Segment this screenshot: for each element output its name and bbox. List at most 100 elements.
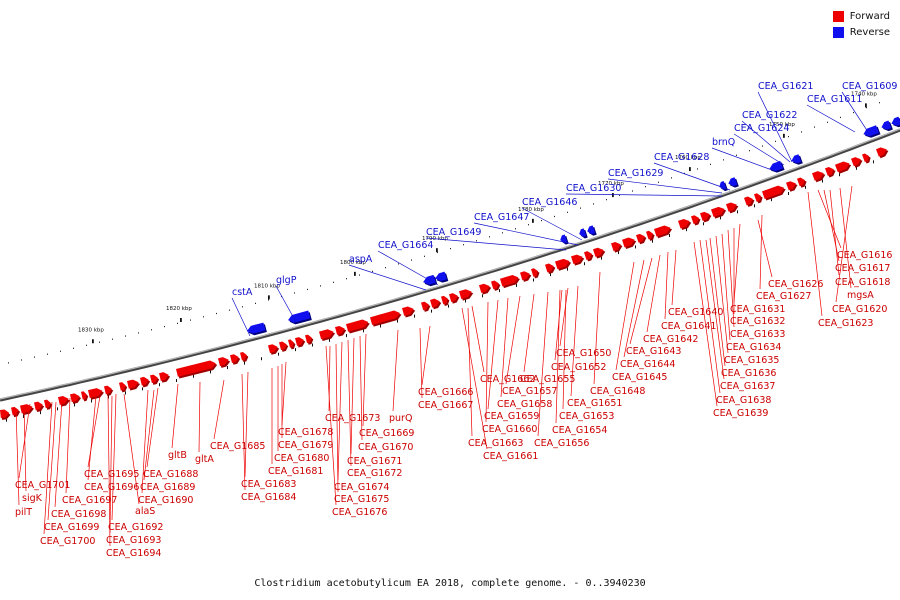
- gene-label: CEA_G1626: [768, 279, 823, 290]
- legend-reverse: Reverse: [832, 24, 890, 40]
- forward-gene-body: [825, 167, 834, 176]
- forward-gene: [295, 337, 306, 348]
- minor-tick: [242, 306, 243, 308]
- minor-tick: [606, 199, 607, 201]
- forward-gene-body: [268, 344, 278, 354]
- forward-gene-body: [812, 171, 824, 181]
- forward-gene: [762, 185, 786, 201]
- minor-tick: [801, 131, 802, 133]
- reverse-gene: [560, 234, 569, 245]
- minor-tick: [229, 309, 230, 311]
- minor-tick: [618, 251, 619, 255]
- leader-line: [377, 250, 439, 286]
- forward-gene-body: [479, 283, 490, 293]
- scale-label: 1780 kbp: [518, 207, 544, 213]
- minor-tick: [736, 154, 737, 156]
- leader-line: [348, 264, 427, 291]
- gene-label: pilT: [15, 507, 32, 518]
- leader-line: [47, 401, 57, 521]
- forward-gene-body: [150, 374, 158, 384]
- forward-gene: [119, 382, 128, 393]
- gene-label: CEA_G1684: [241, 492, 296, 503]
- gene-label: sigK: [22, 493, 43, 504]
- forward-gene-body: [646, 230, 653, 240]
- forward-gene-body: [402, 306, 414, 316]
- minor-tick: [720, 216, 721, 220]
- forward-gene: [20, 404, 34, 416]
- leader-line: [757, 219, 773, 278]
- reverse-swatch: [832, 26, 844, 38]
- forward-gene: [700, 211, 712, 223]
- minor-tick: [703, 222, 704, 226]
- forward-gene-body: [459, 289, 472, 299]
- backbone-shadow: [0, 128, 900, 402]
- minor-tick: [632, 190, 633, 192]
- leader-line: [15, 407, 20, 506]
- forward-gene-body: [288, 339, 294, 348]
- leader-line: [733, 133, 785, 166]
- forward-gene: [230, 354, 241, 365]
- minor-tick: [528, 224, 529, 226]
- minor-tick: [151, 329, 152, 331]
- leader-line: [709, 237, 726, 367]
- leader-line: [171, 383, 179, 449]
- major-tick: [436, 248, 438, 253]
- minor-tick: [60, 350, 61, 352]
- minor-tick: [805, 185, 806, 189]
- gene-label: CEA_G1681: [268, 466, 323, 477]
- forward-gene-body: [584, 251, 592, 260]
- scale-label: 1830 kbp: [78, 327, 104, 333]
- reverse-gene-body: [728, 177, 738, 187]
- forward-gene-body: [441, 295, 448, 305]
- gene-label: CEA_G1622: [742, 110, 797, 121]
- gene-label: CEA_G1688: [143, 469, 198, 480]
- gene-label: CEA_G1617: [835, 263, 890, 274]
- leader-line: [244, 371, 249, 478]
- leader-line: [146, 387, 159, 468]
- gene-label: mgsA: [847, 290, 874, 301]
- forward-gene-body: [593, 247, 604, 257]
- gene-label: CEA_G1656: [534, 438, 589, 449]
- forward-gene: [288, 339, 296, 350]
- forward-gene: [812, 171, 826, 183]
- leader-line: [733, 223, 741, 303]
- gene-label: CEA_G1632: [730, 316, 785, 327]
- forward-gene-body: [571, 254, 583, 265]
- leader-line: [565, 193, 723, 197]
- forward-gene-body: [449, 293, 458, 302]
- leader-line: [281, 361, 287, 426]
- minor-tick: [866, 107, 867, 109]
- gene-label: glgP: [276, 275, 297, 286]
- gene-label: CEA_G1646: [522, 197, 577, 208]
- minor-tick: [788, 192, 789, 196]
- forward-gene-body: [34, 401, 43, 411]
- forward-gene-body: [218, 357, 229, 367]
- gene-label: CEA_G1662: [480, 374, 535, 385]
- forward-gene-body: [335, 325, 345, 335]
- minor-tick: [227, 366, 228, 370]
- forward-gene-body: [104, 385, 112, 395]
- minor-tick: [142, 387, 143, 391]
- gene-label: CEA_G1609: [842, 81, 897, 92]
- forward-gene-body: [691, 215, 699, 224]
- forward-gene-body: [159, 372, 169, 381]
- minor-tick: [99, 341, 100, 343]
- forward-gene-body: [11, 406, 19, 416]
- reverse-gene-body: [288, 310, 311, 323]
- minor-tick: [762, 145, 763, 147]
- genome-backbone: [0, 128, 900, 402]
- minor-tick: [34, 356, 35, 358]
- minor-tick: [658, 181, 659, 183]
- minor-tick: [567, 267, 568, 271]
- gene-label: CEA_G1640: [668, 307, 723, 318]
- gene-label: CEA_G1635: [724, 355, 779, 366]
- gene-label: CEA_G1678: [278, 427, 333, 438]
- minor-tick: [533, 278, 534, 282]
- leader-line: [231, 297, 251, 337]
- gene-label: CEA_G1641: [661, 321, 716, 332]
- minor-tick: [346, 334, 347, 338]
- leader-line: [485, 301, 489, 423]
- gene-label: CEA_G1659: [484, 411, 539, 422]
- gene-label: CEA_G1652: [551, 362, 606, 373]
- scale-label: 1770 kbp: [598, 181, 624, 187]
